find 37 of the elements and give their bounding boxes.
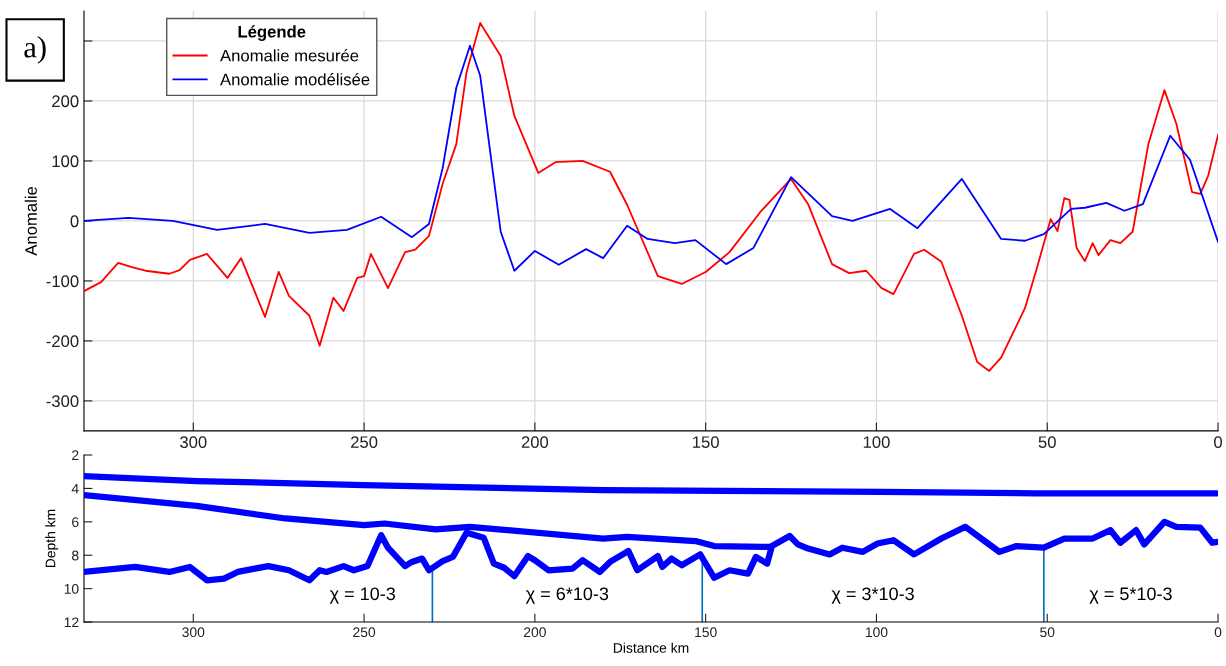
y-tick-label: 0 — [70, 215, 79, 228]
x-tick-label: 150 — [695, 627, 717, 638]
x-tick-label: 0 — [1214, 627, 1222, 638]
annotation: χ = 6*10-3 — [525, 587, 609, 604]
y-tick-label: 200 — [52, 95, 79, 108]
x-tick-label: 50 — [1040, 627, 1055, 638]
annotation: χ = 5*10-3 — [1089, 587, 1172, 604]
x-tick-label: 150 — [693, 436, 719, 449]
y-tick-label: 8 — [72, 550, 79, 561]
y-tick-label: -300 — [46, 395, 79, 408]
y-tick-label: -200 — [46, 335, 79, 348]
x-tick-label: 250 — [351, 436, 378, 449]
x-axis-title: Distance km — [613, 642, 689, 653]
x-tick-label: 200 — [523, 627, 546, 638]
y-tick-label: -100 — [46, 275, 79, 288]
text: a) — [24, 36, 46, 64]
x-tick-label: 250 — [353, 627, 376, 638]
x-tick-label: 200 — [521, 436, 549, 449]
y-tick-label: 12 — [64, 617, 79, 628]
y-axis-title: Anomalie — [24, 186, 37, 256]
x-tick-label: 300 — [180, 436, 207, 449]
annotation: χ = 10-3 — [329, 587, 396, 604]
y-tick-label: 100 — [52, 155, 79, 168]
y-tick-label: 10 — [64, 583, 79, 594]
y-axis-title: Depth km — [45, 509, 59, 568]
x-tick-label: 100 — [863, 436, 890, 449]
legend-label: Anomalie mesurée — [220, 49, 359, 62]
legend-label: Anomalie modélisée — [220, 72, 370, 86]
legend-title: Légende — [238, 25, 306, 41]
y-tick-label: 2 — [72, 450, 79, 461]
y-tick-label: 4 — [71, 483, 79, 494]
x-tick-label: 300 — [182, 627, 205, 638]
x-tick-label: 100 — [865, 627, 888, 638]
annotation: χ = 3*10-3 — [831, 587, 914, 604]
y-tick-label: 6 — [72, 517, 79, 527]
x-tick-label: 50 — [1038, 436, 1056, 449]
x-tick-label: 0 — [1214, 436, 1223, 449]
